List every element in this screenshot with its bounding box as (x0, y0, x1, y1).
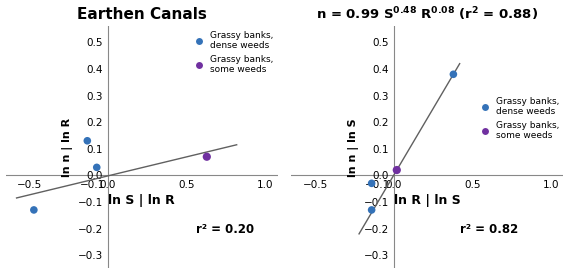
Point (392, 168, 401, 172)
Text: r² = 0.82: r² = 0.82 (460, 222, 518, 236)
X-axis label: ln R | ln S: ln R | ln S (394, 194, 461, 207)
Y-axis label: ln n | ln S: ln n | ln S (348, 118, 360, 177)
Point (367, 208, 376, 212)
Text: r² = 0.20: r² = 0.20 (196, 222, 254, 236)
Point (202, 155, 211, 159)
X-axis label: ln S | ln R: ln S | ln R (108, 194, 175, 207)
Point (449, 72, 458, 76)
Title: n = 0.99 S$\mathbf{^{0.48}}$ R$\mathbf{^{0.08}}$ (r$\mathbf{^2}$ = 0.88): n = 0.99 S$\mathbf{^{0.48}}$ R$\mathbf{^… (316, 5, 538, 23)
Title: Earthen Canals: Earthen Canals (77, 7, 207, 22)
Legend: Grassy banks,
dense weeds, Grassy banks,
some weeds: Grassy banks, dense weeds, Grassy banks,… (190, 31, 273, 74)
Point (367, 181, 376, 185)
Point (83, 139, 92, 143)
Legend: Grassy banks,
dense weeds, Grassy banks,
some weeds: Grassy banks, dense weeds, Grassy banks,… (476, 97, 559, 140)
Y-axis label: ln n | ln R: ln n | ln R (63, 118, 73, 177)
Point (30, 208, 39, 212)
Point (92, 165, 101, 170)
